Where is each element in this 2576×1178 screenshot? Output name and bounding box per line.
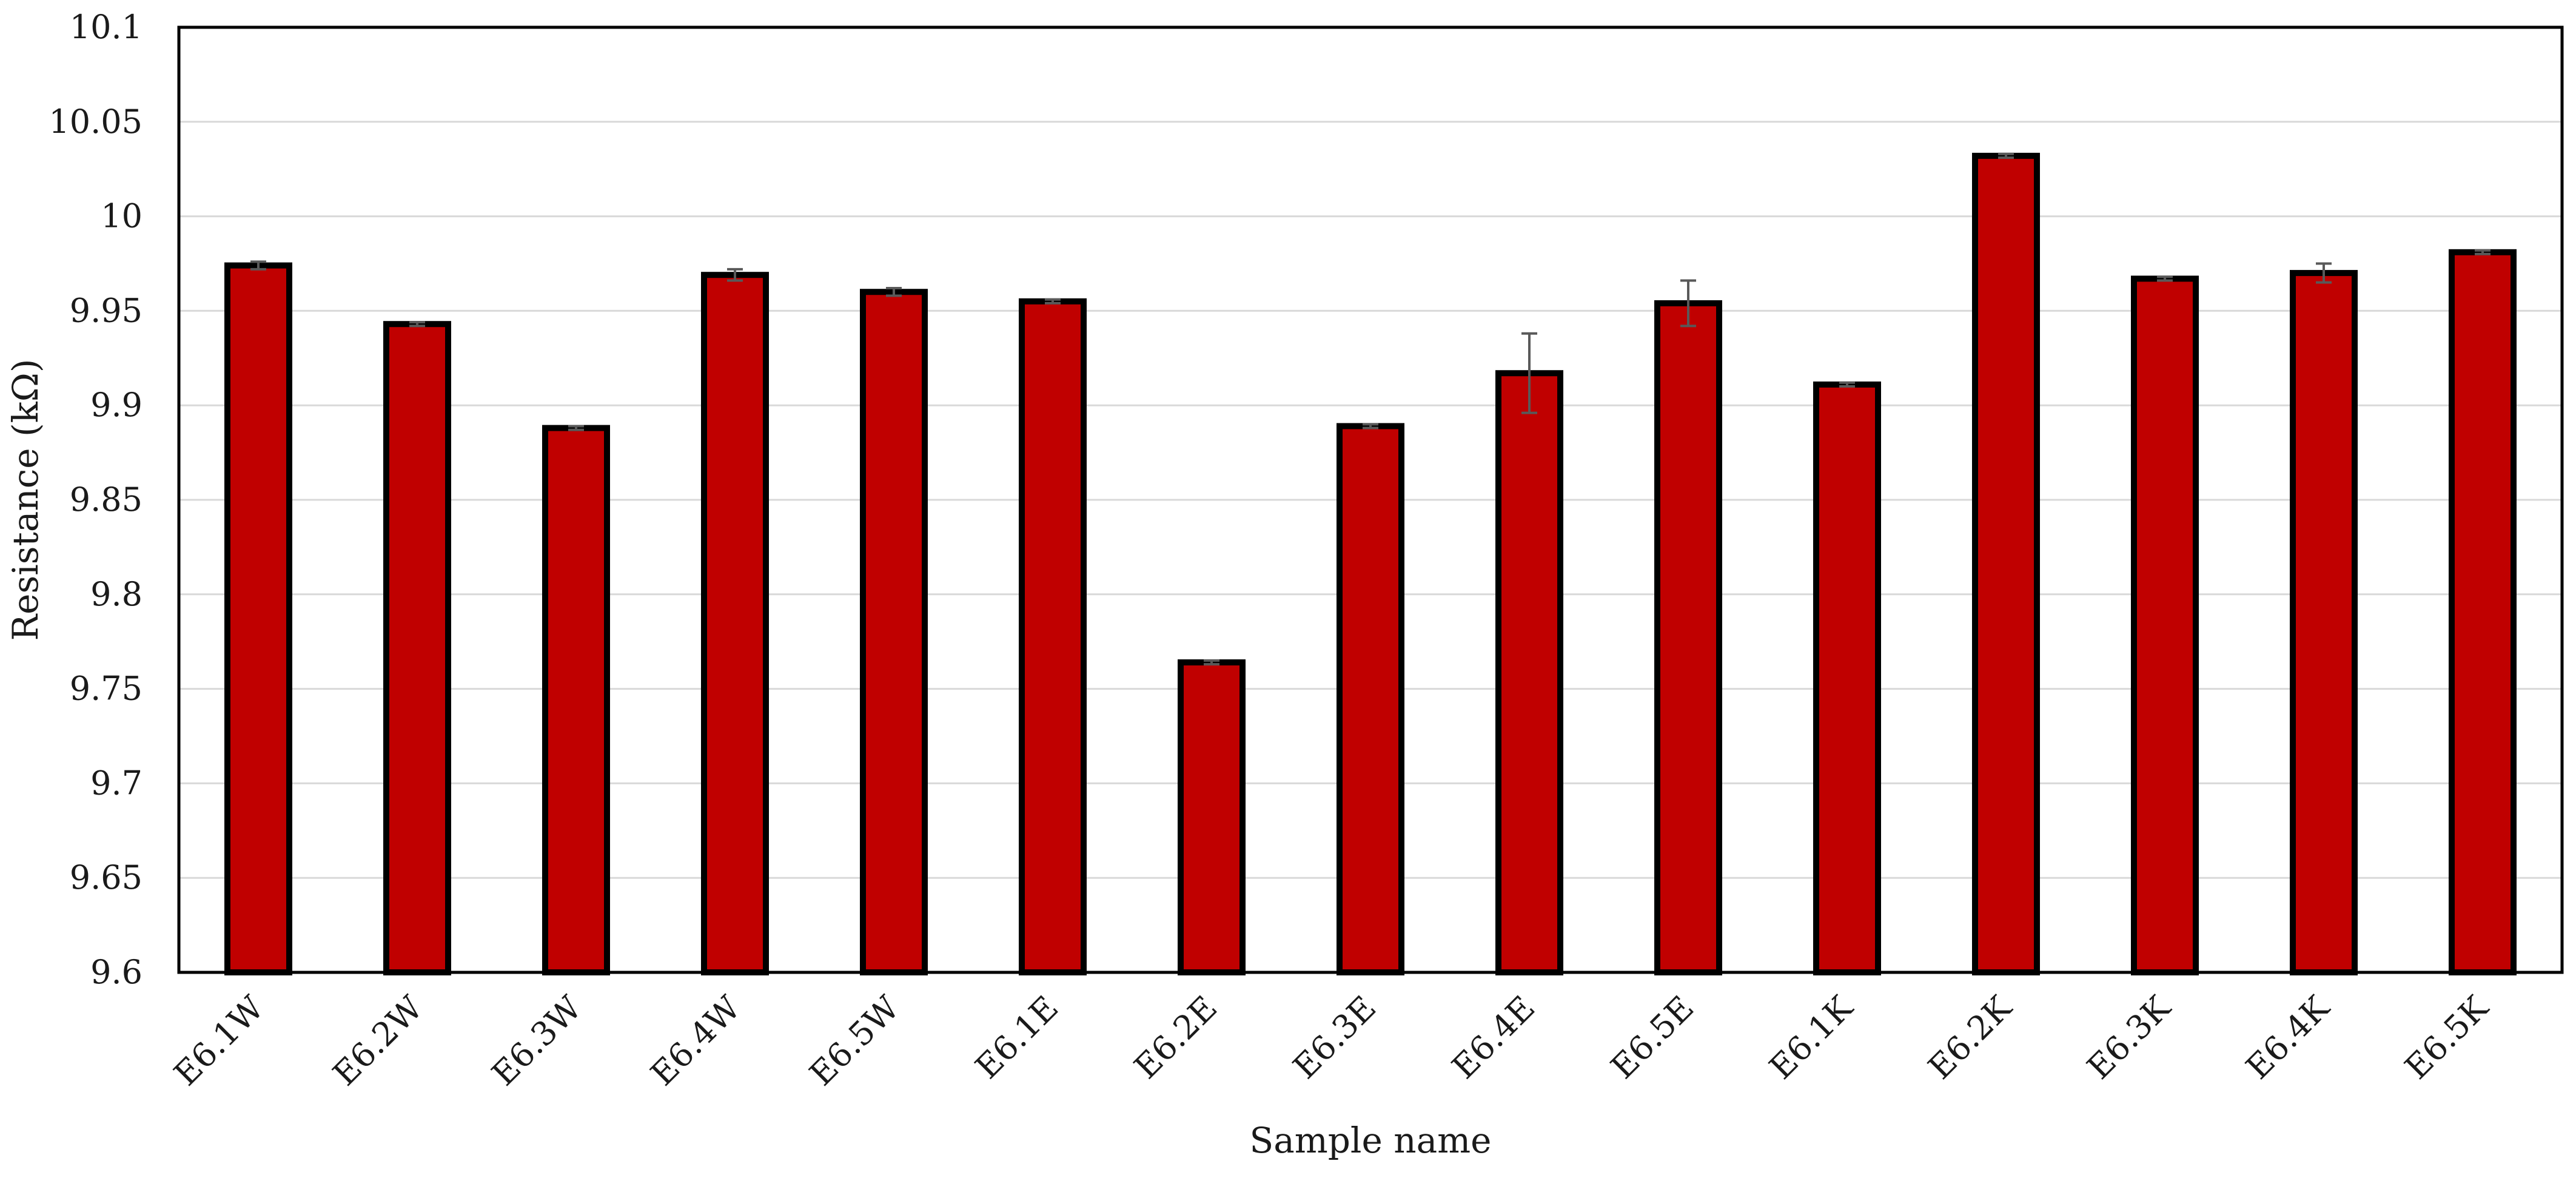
error-bar	[886, 287, 902, 297]
bar	[224, 262, 292, 976]
y-tick-label: 9.9	[90, 386, 143, 424]
error-bar	[409, 321, 425, 328]
y-tick-label: 10.05	[49, 103, 143, 141]
y-axis-title: Resistance (kΩ)	[5, 358, 46, 641]
y-tick-label: 9.95	[70, 291, 143, 329]
error-bar	[568, 425, 584, 431]
bar	[2290, 270, 2358, 976]
bar	[2131, 275, 2199, 976]
x-tick-label: E6.1W	[167, 988, 272, 1093]
y-tick-label: 9.75	[70, 670, 143, 708]
plot-frame	[177, 25, 2564, 974]
error-bar	[1204, 659, 1219, 666]
y-tick-label: 9.8	[90, 575, 143, 613]
error-bar	[250, 260, 266, 271]
x-tick-label: E6.2W	[326, 988, 431, 1093]
x-tick-label: E6.5E	[1603, 989, 1701, 1086]
x-tick-label: E6.4K	[2239, 988, 2338, 1086]
x-tick-label: E6.3K	[2080, 988, 2179, 1086]
x-tick-label: E6.5W	[802, 988, 907, 1093]
bar	[860, 289, 928, 975]
bar	[383, 321, 451, 975]
x-axis-title: Sample name	[1249, 1120, 1491, 1161]
y-tick-labels: 9.6 9.65 9.7 9.75 9.8 9.85 9.9 9.95 10 10.05 10.1	[49, 8, 143, 991]
x-tick-label: E6.2K	[1921, 988, 2020, 1086]
x-tick-label: E6.1E	[968, 989, 1065, 1086]
x-tick-label: E6.2E	[1127, 989, 1224, 1086]
bar	[1337, 423, 1404, 975]
bar	[1654, 300, 1722, 975]
y-tick-label: 10	[101, 197, 143, 235]
x-tick-label: E6.1K	[1762, 988, 1861, 1086]
bar	[1813, 381, 1881, 975]
bar	[1495, 370, 1563, 975]
y-tick-label: 9.7	[90, 764, 143, 802]
error-bar	[727, 268, 743, 282]
error-bar	[1839, 381, 1855, 388]
x-tick-label: E6.3E	[1286, 989, 1383, 1086]
y-tick-label: 9.6	[90, 953, 143, 991]
error-bars	[250, 152, 2490, 666]
bar	[1019, 298, 1087, 976]
error-bar	[1521, 332, 1537, 414]
error-bar	[2157, 275, 2173, 282]
error-bar	[2475, 249, 2490, 255]
x-tick-label: E6.3W	[485, 988, 589, 1093]
error-bar	[1363, 423, 1378, 429]
bar	[701, 272, 769, 975]
y-tick-label: 10.1	[70, 8, 143, 46]
error-bar	[1680, 279, 1696, 328]
y-tick-label: 9.85	[70, 480, 143, 519]
x-tick-labels: E6.1W E6.2W E6.3W E6.4W E6.5W E6.1E E6.2E E6.3E…	[167, 988, 2497, 1093]
bar	[542, 425, 610, 975]
error-bar	[1045, 298, 1061, 305]
x-tick-label: E6.5K	[2398, 988, 2497, 1086]
y-tick-label: 9.65	[70, 858, 143, 897]
error-bar	[1998, 152, 2014, 160]
x-tick-label: E6.4E	[1444, 989, 1542, 1086]
bars	[224, 152, 2517, 976]
bar	[1972, 152, 2040, 976]
bar	[1178, 659, 1246, 975]
error-bar	[2316, 262, 2332, 284]
x-tick-label: E6.4W	[643, 988, 748, 1093]
bar	[2449, 249, 2517, 976]
